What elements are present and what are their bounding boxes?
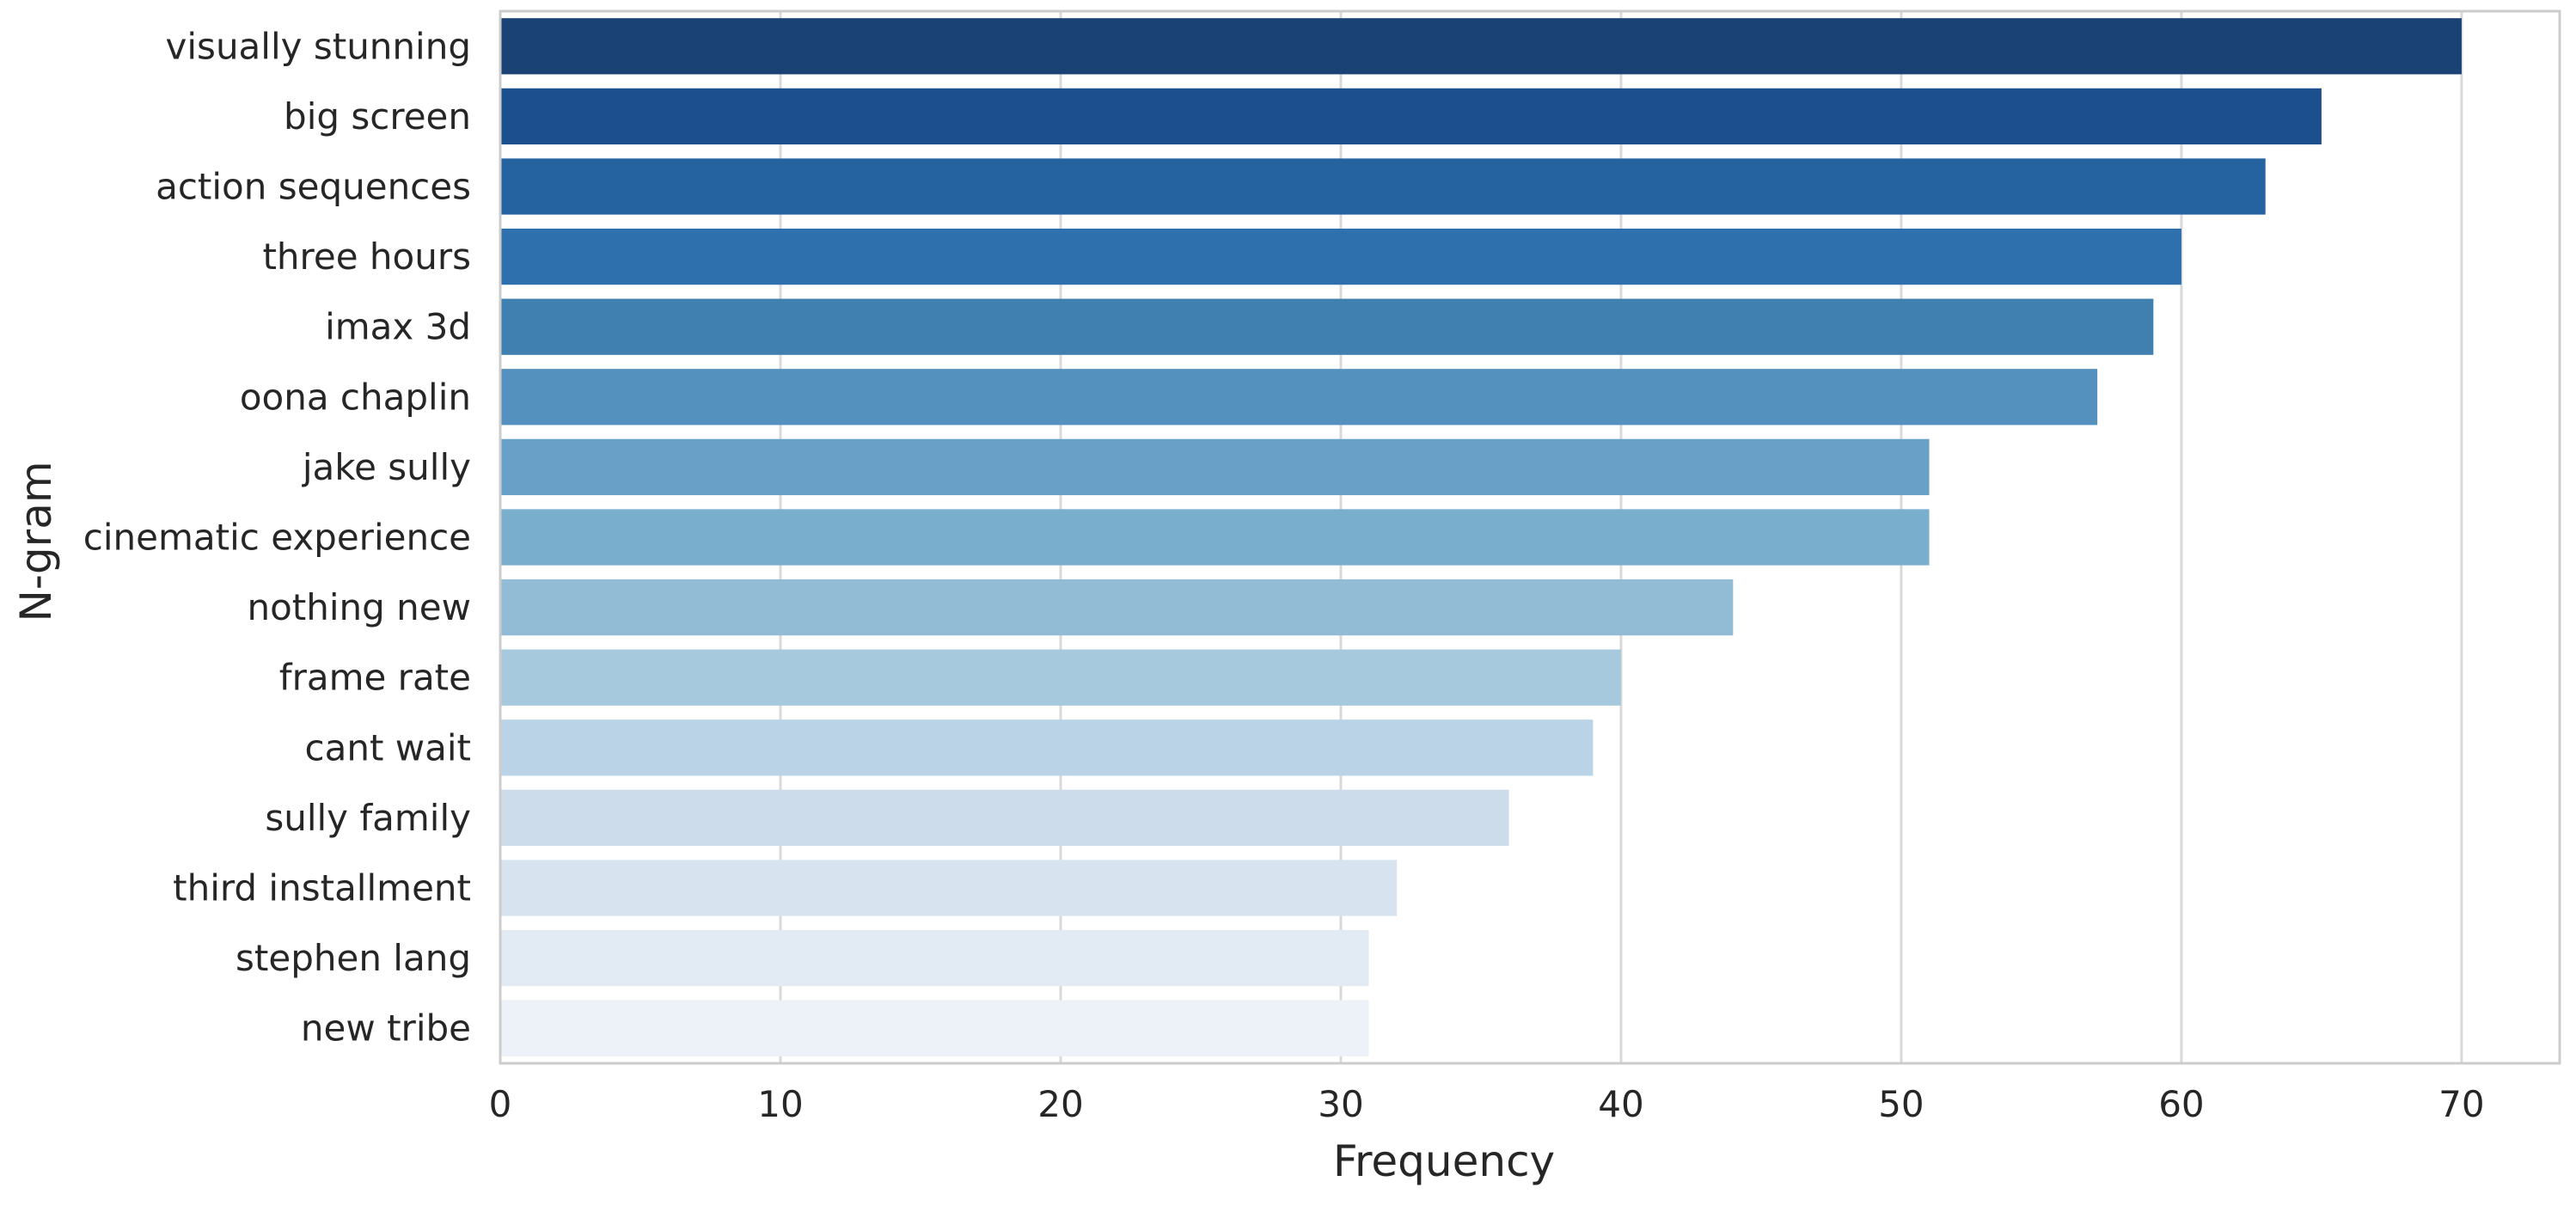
bar — [500, 789, 1509, 847]
y-tick-label: jake sully — [302, 446, 471, 488]
y-tick-label: new tribe — [301, 1007, 471, 1050]
x-tick-label: 0 — [489, 1083, 512, 1125]
x-tick-label: 20 — [1037, 1083, 1083, 1125]
y-tick-label: stephen lang — [236, 937, 471, 979]
tick-labels: 0 10 20 30 40 50 60 70 visually stunning big scre… — [83, 25, 2485, 1125]
x-tick-label: 10 — [757, 1083, 803, 1125]
bars — [500, 18, 2462, 1056]
y-tick-label: big screen — [284, 95, 471, 138]
y-tick-label: sully family — [265, 797, 471, 839]
x-tick-label: 70 — [2438, 1083, 2484, 1125]
bar — [500, 18, 2462, 75]
y-tick-label: cinematic experience — [83, 517, 471, 559]
x-tick-label: 50 — [1878, 1083, 1924, 1125]
bar — [500, 298, 2154, 355]
bar — [500, 719, 1594, 776]
y-tick-label: cant wait — [305, 726, 472, 768]
bar — [500, 860, 1398, 916]
x-axis-title: Frequency — [1333, 1136, 1555, 1186]
y-tick-label: imax 3d — [325, 306, 471, 348]
bar — [500, 369, 2098, 425]
x-tick-label: 40 — [1598, 1083, 1643, 1125]
bar — [500, 158, 2266, 215]
y-tick-label: oona chaplin — [240, 376, 471, 418]
y-tick-label: three hours — [262, 236, 471, 278]
x-tick-label: 60 — [2158, 1083, 2204, 1125]
x-tick-label: 30 — [1318, 1083, 1363, 1125]
bar — [500, 509, 1930, 566]
axes — [499, 9, 2561, 1065]
y-tick-label: frame rate — [279, 657, 471, 699]
bar — [500, 228, 2181, 285]
bar — [500, 438, 1930, 496]
bar — [500, 649, 1621, 706]
y-axis-title: N-gram — [11, 461, 61, 621]
bar — [500, 579, 1734, 636]
y-tick-label: action sequences — [156, 166, 471, 208]
y-tick-label: nothing new — [247, 586, 471, 628]
bar — [500, 929, 1369, 987]
bar — [500, 88, 2322, 145]
bar — [500, 1000, 1369, 1056]
y-tick-label: visually stunning — [166, 25, 471, 67]
y-tick-label: third installment — [173, 867, 471, 909]
plot-frame — [499, 9, 2561, 1065]
